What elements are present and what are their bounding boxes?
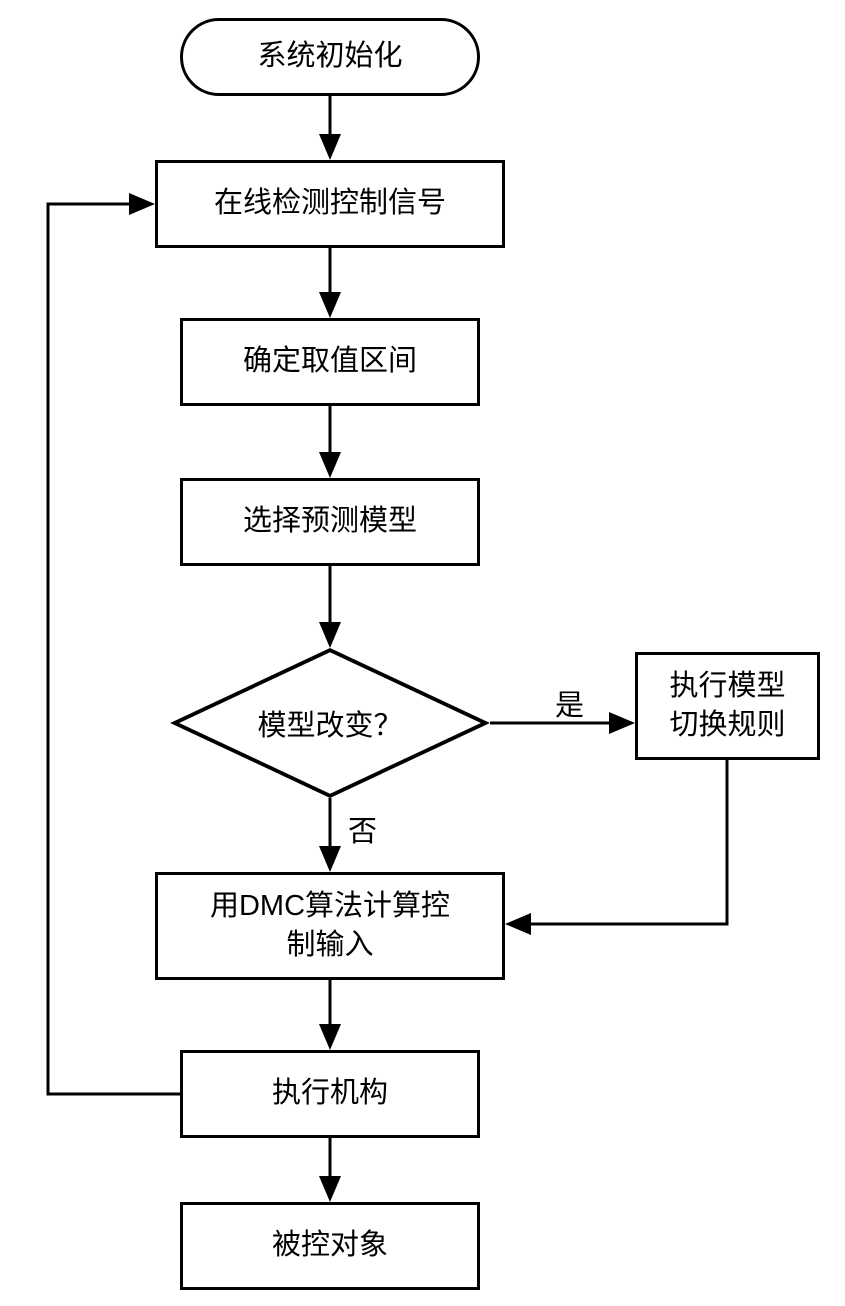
flowchart-canvas: 系统初始化在线检测控制信号确定取值区间选择预测模型模型改变？ 执行模型 切换规则用… [0, 0, 845, 1306]
node-n_plant: 被控对象 [180, 1202, 480, 1290]
edge-label: 否 [348, 808, 377, 850]
node-n_detect: 在线检测控制信号 [155, 160, 505, 248]
edge-label: 是 [555, 682, 584, 724]
node-n_decide: 模型改变？ [170, 648, 490, 798]
node-n_dmc: 用DMC算法计算控 制输入 [155, 872, 505, 980]
node-n_switch: 执行模型 切换规则 [635, 652, 820, 760]
node-n_range: 确定取值区间 [180, 318, 480, 406]
node-n_exec: 执行机构 [180, 1050, 480, 1138]
node-n_select: 选择预测模型 [180, 478, 480, 566]
node-n_start: 系统初始化 [180, 18, 480, 96]
node-label: 模型改变？ [170, 648, 490, 798]
